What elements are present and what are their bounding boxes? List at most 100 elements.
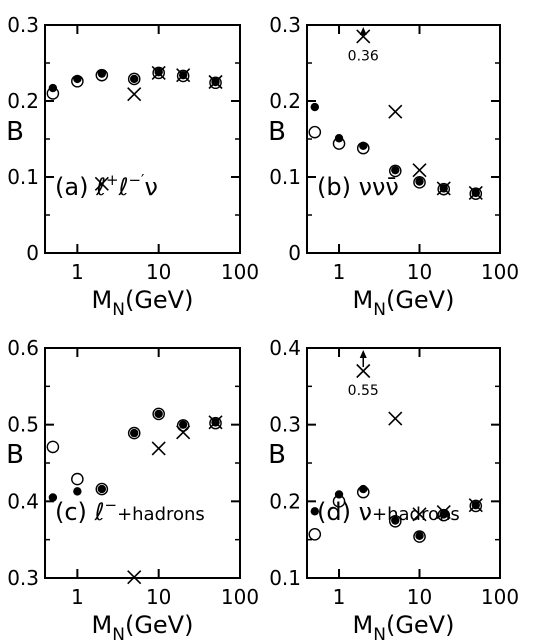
open-circle-marker xyxy=(95,482,109,496)
y-tick-label: 0.2 xyxy=(269,89,301,113)
open-circle-marker xyxy=(71,472,84,486)
filled-circle-marker xyxy=(154,409,163,419)
filled-circle-marker xyxy=(391,516,400,525)
y-tick-label: 0.4 xyxy=(269,336,301,360)
open-circle-marker xyxy=(332,495,346,508)
open-circle-marker xyxy=(413,530,426,543)
cross-marker xyxy=(436,505,451,520)
y-axis-label: B xyxy=(268,117,286,147)
open-circle-marker xyxy=(332,137,346,150)
filled-circle-marker xyxy=(415,177,424,186)
filled-circle-marker xyxy=(73,487,82,496)
cross-marker xyxy=(176,425,191,440)
y-tick-label: 0.1 xyxy=(7,165,39,189)
open-circle-marker xyxy=(469,187,483,201)
cross-marker xyxy=(356,29,371,44)
y-axis-label: B xyxy=(268,440,286,470)
filled-circle-marker xyxy=(415,531,424,541)
x-axis-label: MN(GeV) xyxy=(92,286,194,320)
cross-marker xyxy=(208,415,223,430)
x-tick-label: 100 xyxy=(221,585,259,609)
x-tick-label: 1 xyxy=(71,260,84,284)
y-axis-label: B xyxy=(6,117,24,147)
open-circle-marker xyxy=(308,125,322,139)
y-tick-label: 0 xyxy=(288,241,301,265)
x-tick-label: 10 xyxy=(146,260,171,284)
open-circle-marker xyxy=(356,141,370,155)
filled-circle-marker xyxy=(359,141,368,151)
y-tick-label: 0.3 xyxy=(7,566,39,590)
open-circle-marker xyxy=(437,508,451,522)
arrow-head xyxy=(359,27,367,35)
filled-circle-marker xyxy=(310,102,319,112)
cross-marker xyxy=(388,411,403,426)
filled-circle-marker xyxy=(73,74,82,84)
cross-marker xyxy=(94,176,109,191)
open-circle-marker xyxy=(152,407,165,421)
cross-marker xyxy=(412,163,427,178)
open-circle-marker xyxy=(46,87,60,100)
cross-marker xyxy=(412,507,427,522)
cross-marker xyxy=(436,181,451,196)
cross-marker xyxy=(388,104,403,119)
y-tick-label: 0.4 xyxy=(7,489,39,513)
panel-a: 0 0.1 0.2 0.3 1 10 100 MN(GeV) B (a) ℓ+ℓ−′ν xyxy=(6,13,259,320)
y-tick-label: 0.1 xyxy=(269,566,301,590)
offscale-value-label: 0.55 xyxy=(348,383,379,399)
x-tick-label: 1 xyxy=(71,585,84,609)
open-circle-marker xyxy=(308,528,322,541)
x-tick-label: 1 xyxy=(333,585,346,609)
y-tick-label: 0.2 xyxy=(7,89,39,113)
x-tick-label: 10 xyxy=(407,585,432,609)
open-circle-marker xyxy=(469,499,483,513)
panel-b: 0 0.1 0.2 0.3 1 10 100 MN(GeV) B (b) ννν̄ 0.36 xyxy=(268,13,519,320)
y-tick-label: 0 xyxy=(26,241,39,265)
open-circle-marker xyxy=(209,76,222,90)
open-circle-marker xyxy=(388,164,402,178)
plot-frame xyxy=(44,24,241,254)
y-axis-label: B xyxy=(6,440,24,470)
cross-marker xyxy=(151,441,166,456)
x-axis-label: MN(GeV) xyxy=(353,611,455,643)
open-circle-marker xyxy=(127,72,141,86)
x-tick-label: 100 xyxy=(221,260,259,284)
open-circle-marker xyxy=(209,416,222,430)
y-tick-label: 0.6 xyxy=(7,336,39,360)
open-circle-marker xyxy=(437,182,451,196)
y-tick-label: 0.3 xyxy=(7,13,39,37)
cross-marker xyxy=(468,498,483,513)
cross-marker xyxy=(356,363,371,379)
filled-circle-marker xyxy=(391,165,400,175)
cross-marker xyxy=(468,185,483,201)
y-tick-label: 0.5 xyxy=(7,413,39,437)
open-circle-marker xyxy=(127,426,141,440)
cross-marker xyxy=(127,87,142,102)
y-tick-label: 0.3 xyxy=(269,413,301,437)
open-circle-marker xyxy=(356,485,370,499)
x-tick-label: 100 xyxy=(481,260,519,284)
panel-label: (b) ννν̄ xyxy=(317,173,399,201)
open-circle-marker xyxy=(46,440,60,454)
panel-label: (a) ℓ+ℓ−′ν xyxy=(55,171,158,201)
open-circle-marker xyxy=(176,419,190,432)
open-circle-marker xyxy=(71,74,84,88)
plot-frame xyxy=(44,347,241,579)
cross-marker xyxy=(208,74,223,90)
open-circle-marker xyxy=(152,66,165,80)
open-circle-marker xyxy=(176,69,190,83)
filled-circle-marker xyxy=(130,428,139,438)
y-tick-label: 0.1 xyxy=(269,165,301,189)
arrow-head xyxy=(359,350,367,358)
plot-frame xyxy=(306,347,501,579)
filled-circle-marker xyxy=(130,74,139,84)
filled-circle-marker xyxy=(48,493,58,502)
x-tick-label: 10 xyxy=(407,260,432,284)
offscale-value-label: 0.36 xyxy=(348,48,379,64)
y-tick-label: 0.2 xyxy=(269,489,301,513)
x-tick-label: 1 xyxy=(333,260,346,284)
panel-c: 0.3 0.4 0.5 0.6 1 10 100 MN(GeV) B (c) ℓ−+hadrons xyxy=(6,336,259,643)
open-circle-marker xyxy=(413,176,426,189)
y-tick-label: 0.3 xyxy=(269,13,301,37)
